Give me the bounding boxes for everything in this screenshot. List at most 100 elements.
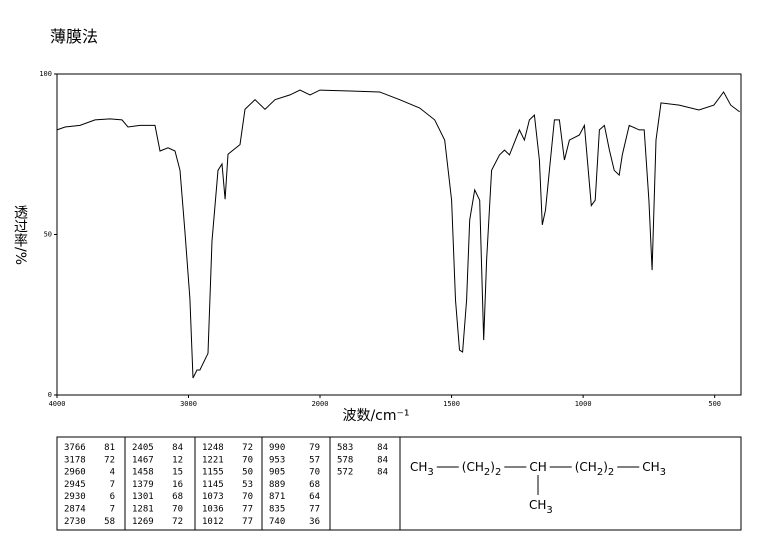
- peak-wavenumber: 2930: [64, 492, 86, 502]
- peak-wavenumber: 953: [269, 455, 285, 465]
- peak-wavenumber: 2945: [64, 480, 86, 490]
- peak-transmittance: 64: [309, 492, 320, 502]
- peak-transmittance: 72: [242, 443, 253, 453]
- peak-wavenumber: 1036: [202, 505, 224, 515]
- peak-wavenumber: 871: [269, 492, 285, 502]
- peak-wavenumber: 583: [337, 443, 353, 453]
- formula-group: (CH2)2: [575, 460, 615, 478]
- x-tick-label: 1500: [443, 400, 460, 408]
- peak-transmittance: 6: [110, 492, 115, 502]
- x-tick-label: 3000: [180, 400, 197, 408]
- peak-wavenumber: 1467: [132, 455, 154, 465]
- peak-transmittance: 77: [309, 505, 320, 515]
- peak-wavenumber: 889: [269, 480, 285, 490]
- peak-transmittance: 72: [104, 455, 115, 465]
- formula-group: (CH2)2: [462, 460, 502, 478]
- peak-wavenumber: 2960: [64, 468, 86, 478]
- subscript: 2: [484, 467, 490, 478]
- formula-text: CH: [642, 460, 659, 474]
- subscript: 2: [597, 467, 603, 478]
- subscript: 3: [546, 505, 552, 516]
- peak-wavenumber: 2874: [64, 505, 86, 515]
- y-tick-label: 0: [48, 391, 52, 399]
- peak-transmittance: 58: [104, 517, 115, 527]
- plot-frame: [56, 73, 742, 396]
- peak-wavenumber: 990: [269, 443, 285, 453]
- subscript: 3: [660, 467, 666, 478]
- spectrum-line: [56, 89, 741, 379]
- subscript: 2: [495, 467, 501, 478]
- peak-transmittance: 68: [172, 492, 183, 502]
- x-tick-label: 1000: [575, 400, 592, 408]
- peak-transmittance: 70: [309, 468, 320, 478]
- peak-wavenumber: 1155: [202, 468, 224, 478]
- peak-transmittance: 57: [309, 455, 320, 465]
- x-tick-label: 500: [708, 400, 721, 408]
- x-tick-label: 4000: [49, 400, 66, 408]
- peak-transmittance: 79: [309, 443, 320, 453]
- subscript: 2: [608, 467, 614, 478]
- peak-transmittance: 70: [242, 492, 253, 502]
- peak-wavenumber: 1012: [202, 517, 224, 527]
- peak-wavenumber: 3766: [64, 443, 86, 453]
- peak-wavenumber: 1248: [202, 443, 224, 453]
- peak-wavenumber: 1221: [202, 455, 224, 465]
- peak-transmittance: 81: [104, 443, 115, 453]
- peak-wavenumber: 572: [337, 468, 353, 478]
- peak-wavenumber: 1281: [132, 505, 154, 515]
- peak-wavenumber: 1145: [202, 480, 224, 490]
- peak-wavenumber: 740: [269, 517, 285, 527]
- peak-transmittance: 7: [110, 480, 115, 490]
- peak-transmittance: 84: [172, 443, 183, 453]
- peak-transmittance: 84: [377, 455, 388, 465]
- peak-table: 3766 81 3178 72 2960 4 2945 7 2930 6 2874 7 2730 58 24…: [64, 437, 401, 530]
- peak-transmittance: 12: [172, 455, 183, 465]
- peak-wavenumber: 1073: [202, 492, 224, 502]
- branch-group: CH3: [529, 498, 553, 516]
- peak-transmittance: 84: [377, 468, 388, 478]
- peak-transmittance: 72: [172, 517, 183, 527]
- peak-wavenumber: 905: [269, 468, 285, 478]
- formula-text: CH: [410, 460, 427, 474]
- peak-transmittance: 36: [309, 517, 320, 527]
- table-frame: [56, 436, 742, 531]
- peak-wavenumber: 1458: [132, 468, 154, 478]
- peak-transmittance: 53: [242, 480, 253, 490]
- peak-wavenumber: 1379: [132, 480, 154, 490]
- x-axis-label: 波数/cm⁻¹: [342, 408, 409, 424]
- formula-group: CH3: [642, 460, 666, 478]
- peak-transmittance: 70: [172, 505, 183, 515]
- peak-wavenumber: 2730: [64, 517, 86, 527]
- peak-transmittance: 77: [242, 517, 253, 527]
- x-tick-label: 2000: [312, 400, 329, 408]
- formula-text: ): [490, 460, 495, 474]
- formula-text: ): [603, 460, 608, 474]
- peak-transmittance: 50: [242, 468, 253, 478]
- peak-wavenumber: 2405: [132, 443, 154, 453]
- formula-text: CH: [529, 498, 546, 512]
- peak-wavenumber: 1269: [132, 517, 154, 527]
- peak-transmittance: 7: [110, 505, 115, 515]
- formula-text: CH: [529, 460, 546, 474]
- y-tick-label: 100: [39, 70, 52, 78]
- peak-transmittance: 68: [309, 480, 320, 490]
- formula-group: CH: [529, 460, 546, 474]
- peak-wavenumber: 1301: [132, 492, 154, 502]
- peak-transmittance: 4: [110, 468, 115, 478]
- formula-text: (CH: [462, 460, 484, 474]
- peak-transmittance: 15: [172, 468, 183, 478]
- peak-wavenumber: 3178: [64, 455, 86, 465]
- formula-text: (CH: [575, 460, 597, 474]
- title: 薄膜法: [50, 27, 98, 46]
- peak-transmittance: 84: [377, 443, 388, 453]
- peak-transmittance: 16: [172, 480, 183, 490]
- y-tick-label: 50: [44, 231, 52, 239]
- peak-transmittance: 77: [242, 505, 253, 515]
- subscript: 3: [427, 467, 433, 478]
- peak-transmittance: 70: [242, 455, 253, 465]
- y-axis-label: 透过率/%: [12, 205, 28, 265]
- peak-wavenumber: 578: [337, 455, 353, 465]
- peak-wavenumber: 835: [269, 505, 285, 515]
